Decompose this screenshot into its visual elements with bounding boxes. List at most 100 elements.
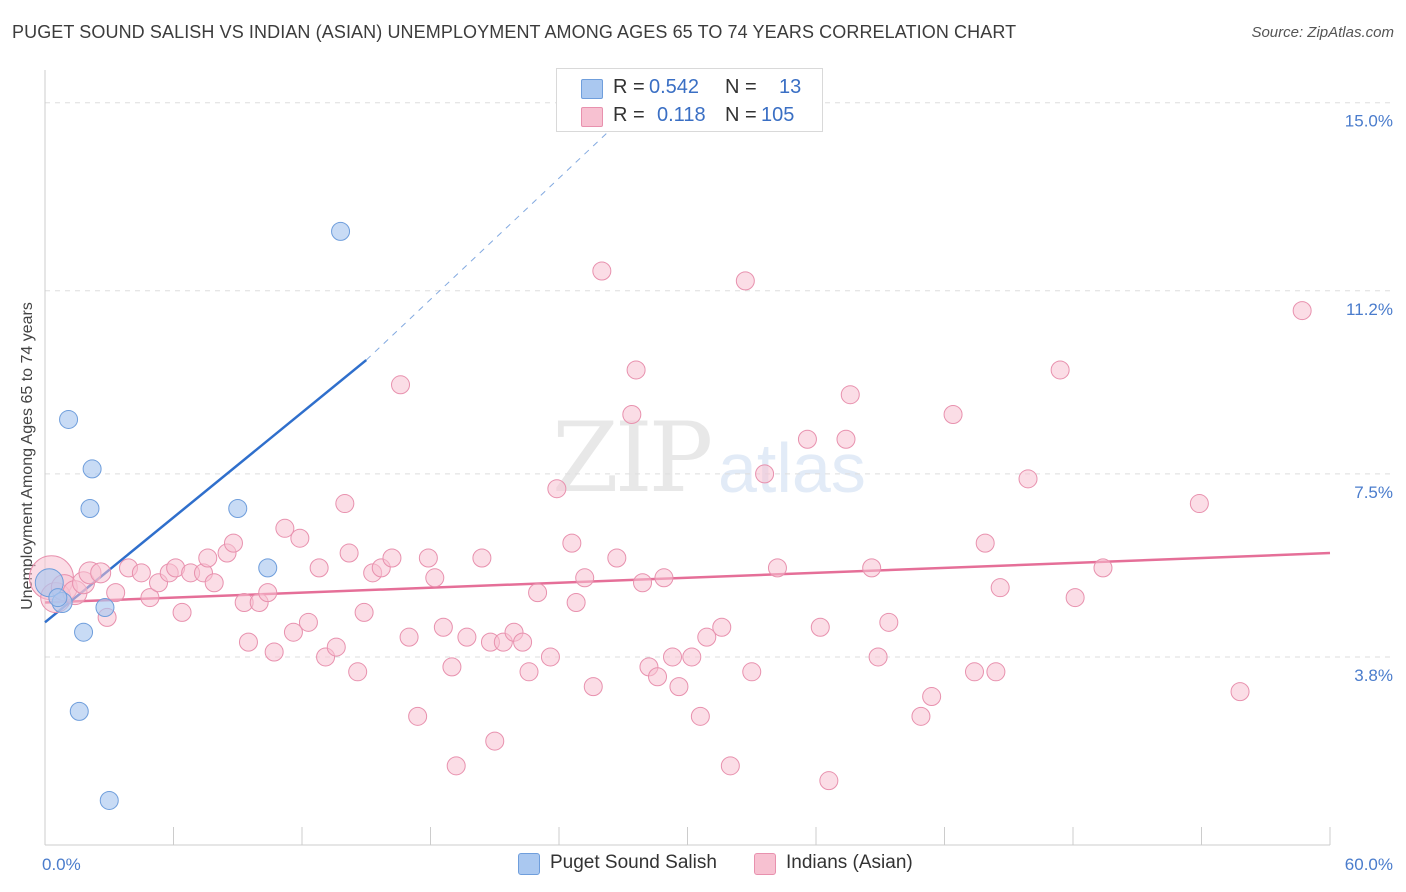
indians-asian-point [283,622,303,642]
indians-asian-point [682,647,702,667]
legend-swatch-pink [581,107,603,127]
indians-asian-point [131,563,151,583]
indians-asian-point [399,627,419,647]
indians-asian-point [354,602,374,622]
indians-asian-point [425,568,445,588]
indians-asian-point [633,573,653,593]
indians-asian-point [1093,558,1113,578]
puget-sound-salish-point [95,597,115,617]
indians-asian-point [418,548,438,568]
indians-asian-trendline [44,551,1331,604]
indians-asian-point [1292,301,1312,321]
indians-asian-point [836,429,856,449]
data-points [28,221,1312,810]
legend-row-puget-sound-salish: R = 0.542 N = 13 [557,73,822,101]
indians-asian-point [442,657,462,677]
legend-swatch-blue [518,853,540,875]
source-label: Source: ZipAtlas.com [1251,24,1394,41]
legend-r-value: 0.118 [657,104,706,126]
indians-asian-point [1230,682,1250,702]
indians-asian-point [547,479,567,499]
indians-asian-point [106,583,126,603]
indians-asian-point [810,617,830,637]
indians-asian-point [309,558,329,578]
indians-asian-point [654,568,674,588]
indians-asian-point [90,562,112,584]
indians-asian-point [391,375,411,395]
legend-swatch-blue [581,79,603,99]
indians-asian-point [868,647,888,667]
indians-asian-point [797,429,817,449]
indians-asian-point [408,706,428,726]
indians-asian-point [986,662,1006,682]
indians-asian-point [669,677,689,697]
indians-asian-point [433,617,453,637]
indians-asian-point [223,533,243,553]
indians-asian-point [528,583,548,603]
indians-asian-point [275,518,295,538]
indians-asian-point [755,464,775,484]
indians-asian-point [575,568,595,588]
indians-asian-point [583,677,603,697]
indians-asian-point [712,617,732,637]
puget-sound-salish-point [69,701,89,721]
puget-sound-salish-point [48,588,68,608]
indians-asian-point [742,662,762,682]
indians-asian-point [446,756,466,776]
indians-asian-point [339,543,359,563]
legend-label: Puget Sound Salish [550,852,717,873]
y-tick-label: 11.2% [1346,300,1393,319]
indians-asian-point [238,632,258,652]
indians-asian-point [943,404,963,424]
legend-n-label: N = [725,104,757,126]
axes [44,70,1331,846]
indians-asian-point [1018,469,1038,489]
indians-asian-point [879,612,899,632]
indians-asian-point [264,642,284,662]
indians-asian-point [485,731,505,751]
legend-r-label: R = [613,104,645,126]
legend-r-label: R = [613,76,645,98]
x-tick-label-min: 0.0% [42,855,81,874]
legend-label: Indians (Asian) [786,852,913,873]
puget-sound-salish-point [74,622,94,642]
indians-asian-point [735,271,755,291]
indians-asian-point [697,627,717,647]
chart-title: PUGET SOUND SALISH VS INDIAN (ASIAN) UNE… [12,22,1017,42]
indians-asian-point [622,404,642,424]
indians-asian-point [626,360,646,380]
puget-sound-salish-trendline-extension [365,117,624,361]
indians-asian-point [172,602,192,622]
indians-asian-point [767,558,787,578]
indians-asian-point [382,548,402,568]
legend-row-indians-asian: R = 0.118 N = 105 [557,101,822,129]
indians-asian-point [1065,588,1085,608]
indians-asian-point [911,706,931,726]
indians-asian-point [140,588,160,608]
puget-sound-salish-point [99,790,119,810]
indians-asian-point [922,687,942,707]
indians-asian-point [663,647,683,667]
indians-asian-point [204,573,224,593]
indians-asian-point [562,533,582,553]
indians-asian-point [1050,360,1070,380]
indians-asian-point [720,756,740,776]
legend-n-value: 13 [779,76,802,98]
gridlines [45,102,1392,658]
indians-asian-point [607,548,627,568]
indians-asian-point [513,632,533,652]
indians-asian-point [566,593,586,613]
indians-asian-point [540,647,560,667]
indians-asian-point [348,662,368,682]
indians-asian-point [290,528,310,548]
indians-asian-point [819,771,839,791]
correlation-legend: R = 0.542 N = 13 R = 0.118 N = 105 [556,68,823,132]
tick-labels: 3.8% 7.5% 11.2% 15.0% 0.0% 60.0% [42,112,1393,874]
indians-asian-point [198,548,218,568]
indians-asian-point [457,627,477,647]
puget-sound-salish-point [59,409,79,429]
indians-asian-point [690,706,710,726]
indians-asian-point [298,612,318,632]
indians-asian-point [472,548,492,568]
